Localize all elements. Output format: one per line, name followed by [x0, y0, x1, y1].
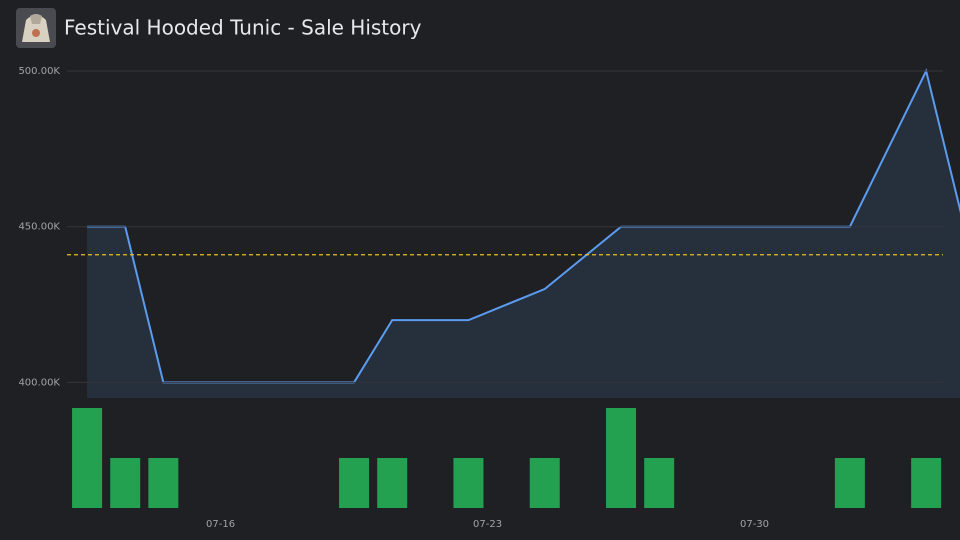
- volume-bar: [911, 458, 942, 508]
- y-tick-label: 500.00K: [18, 66, 60, 77]
- x-tick-label: 07-23: [473, 519, 502, 530]
- volume-bar: [110, 458, 141, 508]
- volume-bar: [72, 408, 103, 508]
- volume-bar: [606, 408, 637, 508]
- x-tick-label: 07-16: [206, 519, 235, 530]
- volume-bar: [529, 458, 560, 508]
- volume-bar: [453, 458, 484, 508]
- y-tick-label: 400.00K: [18, 377, 60, 388]
- volume-bar: [148, 458, 179, 508]
- volume-bar: [644, 458, 675, 508]
- x-tick-label: 07-30: [740, 519, 769, 530]
- volume-bar: [377, 458, 408, 508]
- y-tick-label: 450.00K: [18, 222, 60, 233]
- volume-bar: [339, 458, 370, 508]
- volume-bar: [834, 458, 865, 508]
- item-icon: [16, 8, 56, 48]
- chart-title: Festival Hooded Tunic - Sale History: [64, 16, 422, 40]
- price-area: [87, 71, 960, 398]
